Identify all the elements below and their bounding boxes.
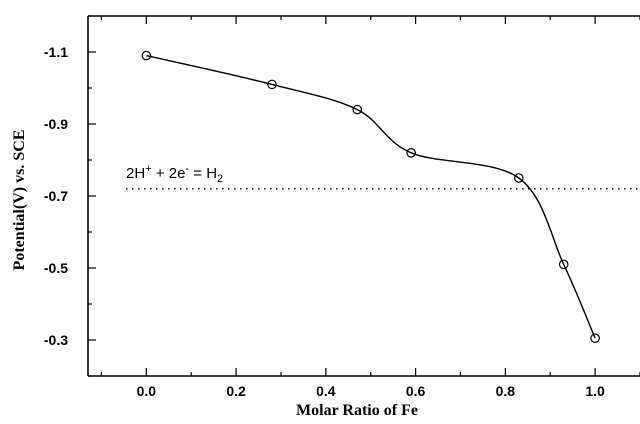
y-tick-label: -1.1 bbox=[44, 44, 68, 60]
y-axis-title: Potential(V) vs. SCE bbox=[11, 130, 28, 271]
x-tick-label: 0.8 bbox=[496, 383, 516, 399]
data-point bbox=[267, 79, 277, 90]
reference-annotation: 2H+ + 2e- = H2 bbox=[126, 163, 223, 185]
data-point bbox=[514, 173, 524, 183]
x-tick-label: 0.4 bbox=[316, 383, 336, 399]
y-tick-label: -0.9 bbox=[44, 116, 68, 132]
y-tick-label: -0.5 bbox=[44, 260, 68, 276]
data-markers bbox=[141, 50, 600, 343]
y-tick-label: -0.3 bbox=[44, 332, 68, 348]
y-tick-label: -0.7 bbox=[44, 188, 68, 204]
axes bbox=[87, 15, 640, 377]
data-point bbox=[406, 148, 416, 158]
x-tick-label: 0.0 bbox=[137, 383, 157, 399]
tick-labels: 0.0 0.2 0.4 0.6 0.8 1.0 -1.1 -0.9 -0.7 -0.5 -0.3 bbox=[44, 44, 605, 399]
data-point bbox=[352, 104, 363, 115]
x-tick-label: 0.6 bbox=[406, 383, 426, 399]
series-curve bbox=[146, 54, 596, 339]
x-tick-label: 0.2 bbox=[226, 383, 246, 399]
x-axis-title: Molar Ratio of Fe bbox=[296, 402, 418, 419]
data-point bbox=[558, 259, 569, 270]
x-tick-label: 1.0 bbox=[585, 383, 605, 399]
data-point bbox=[590, 333, 600, 343]
ticks bbox=[88, 15, 640, 377]
data-point bbox=[141, 50, 152, 61]
